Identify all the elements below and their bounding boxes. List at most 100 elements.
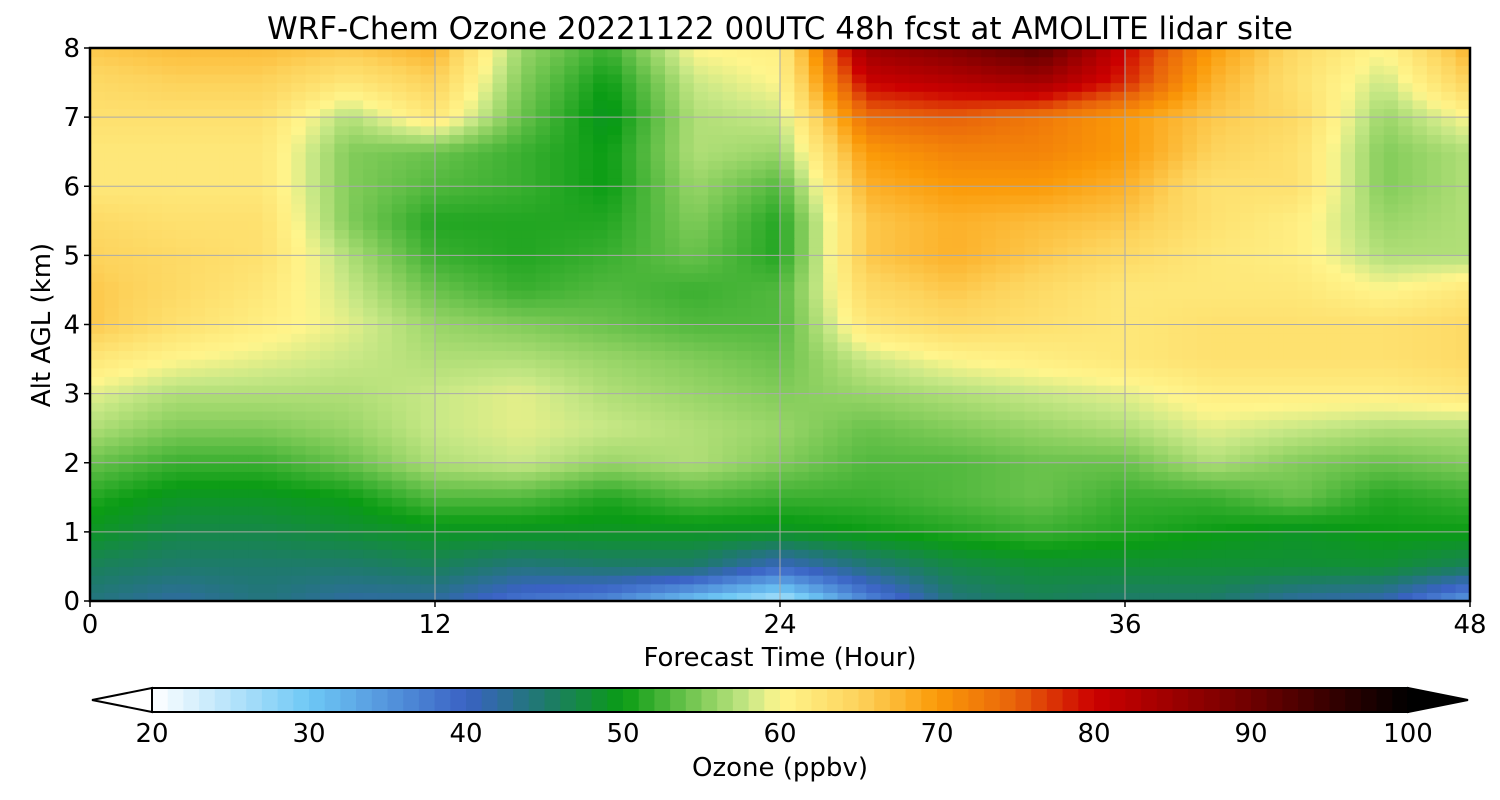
heatmap-cell [420, 549, 436, 559]
heatmap-cell [406, 264, 422, 274]
heatmap-cell [981, 246, 997, 256]
heatmap-cell [808, 307, 824, 317]
heatmap-cell [1268, 402, 1284, 412]
heatmap-cell [233, 445, 249, 455]
heatmap-cell [981, 505, 997, 516]
heatmap-cell [736, 272, 752, 282]
heatmap-cell [780, 272, 795, 282]
heatmap-cell [478, 523, 494, 533]
heatmap-cell [1153, 402, 1169, 412]
heatmap-cell [1067, 436, 1083, 447]
heatmap-cell [348, 523, 364, 533]
heatmap-cell [262, 488, 278, 498]
heatmap-cell [636, 203, 652, 213]
heatmap-cell [851, 289, 867, 300]
heatmap-cell [535, 298, 551, 308]
heatmap-cell [492, 281, 508, 291]
heatmap-cell [305, 324, 321, 334]
heatmap-cell [708, 393, 724, 403]
heatmap-cell [133, 402, 149, 412]
heatmap-cell [1268, 333, 1284, 343]
heatmap-cell [147, 229, 163, 239]
heatmap-cell [1182, 445, 1198, 455]
heatmap-cell [104, 462, 120, 472]
heatmap-cell [147, 289, 163, 300]
chart-title: WRF-Chem Ozone 20221122 00UTC 48h fcst a… [267, 11, 1293, 47]
heatmap-cell [981, 436, 997, 447]
heatmap-cell [851, 203, 867, 213]
heatmap-cell [780, 462, 795, 472]
heatmap-cell [1383, 575, 1399, 585]
heatmap-cell [765, 194, 781, 205]
heatmap-cell [205, 341, 220, 352]
heatmap-cell [837, 246, 853, 256]
heatmap-cell [722, 523, 738, 533]
heatmap-cell [751, 454, 767, 464]
heatmap-cell [420, 333, 436, 343]
heatmap-cell [1369, 315, 1385, 326]
heatmap-cell [90, 549, 105, 559]
heatmap-cell [521, 497, 537, 507]
heatmap-cell [1240, 272, 1255, 282]
heatmap-cell [391, 393, 407, 403]
heatmap-cell [621, 324, 637, 334]
heatmap-cell [578, 410, 594, 421]
heatmap-cell [851, 566, 867, 576]
heatmap-cell [305, 350, 321, 360]
heatmap-cell [851, 160, 867, 170]
heatmap-cell [104, 583, 120, 593]
heatmap-cell [262, 557, 278, 568]
heatmap-cell [334, 238, 350, 248]
heatmap-cell [334, 212, 350, 222]
heatmap-cell [665, 229, 680, 239]
heatmap-cell [1283, 497, 1299, 507]
heatmap-cell [708, 410, 724, 421]
heatmap-cell [780, 220, 795, 231]
heatmap-cell [176, 402, 192, 412]
heatmap-cell [1096, 393, 1112, 403]
heatmap-cell [909, 238, 925, 248]
heatmap-cell [1369, 220, 1385, 231]
heatmap-cell [1139, 238, 1155, 248]
heatmap-cell [233, 324, 249, 334]
heatmap-cell [363, 246, 379, 256]
heatmap-cell [1426, 436, 1442, 447]
heatmap-cell [147, 341, 163, 352]
heatmap-cell [1398, 220, 1414, 231]
heatmap-cell [1412, 264, 1428, 274]
heatmap-cell [1326, 514, 1342, 524]
heatmap-cell [1254, 514, 1270, 524]
heatmap-cell [276, 238, 292, 248]
heatmap-cell [1412, 307, 1428, 317]
heatmap-cell [1441, 350, 1457, 360]
heatmap-cell [794, 445, 810, 455]
heatmap-cell [1340, 384, 1356, 395]
heatmap-cell [1067, 549, 1083, 559]
heatmap-cell [679, 436, 695, 447]
heatmap-cell [578, 238, 594, 248]
heatmap-cell [607, 419, 623, 429]
heatmap-cell [952, 229, 968, 239]
heatmap-cell [1383, 428, 1399, 438]
heatmap-cell [794, 281, 810, 291]
heatmap-cell [478, 160, 494, 170]
heatmap-cell [1311, 497, 1327, 507]
heatmap-cell [521, 583, 537, 593]
heatmap-cell [147, 480, 163, 490]
heatmap-cell [463, 367, 479, 377]
heatmap-cell [420, 194, 436, 205]
heatmap-cell [1283, 505, 1299, 516]
heatmap-cell [780, 488, 795, 498]
heatmap-cell [550, 376, 565, 386]
heatmap-cell [1182, 246, 1198, 256]
heatmap-cell [133, 566, 149, 576]
heatmap-cell [1426, 160, 1442, 170]
heatmap-cell [693, 186, 709, 196]
heatmap-cell [780, 376, 795, 386]
heatmap-cell [1125, 410, 1140, 421]
heatmap-cell [550, 246, 565, 256]
heatmap-cell [1153, 531, 1169, 542]
heatmap-cell [1010, 402, 1025, 412]
heatmap-cell [722, 212, 738, 222]
heatmap-cell [650, 505, 666, 516]
